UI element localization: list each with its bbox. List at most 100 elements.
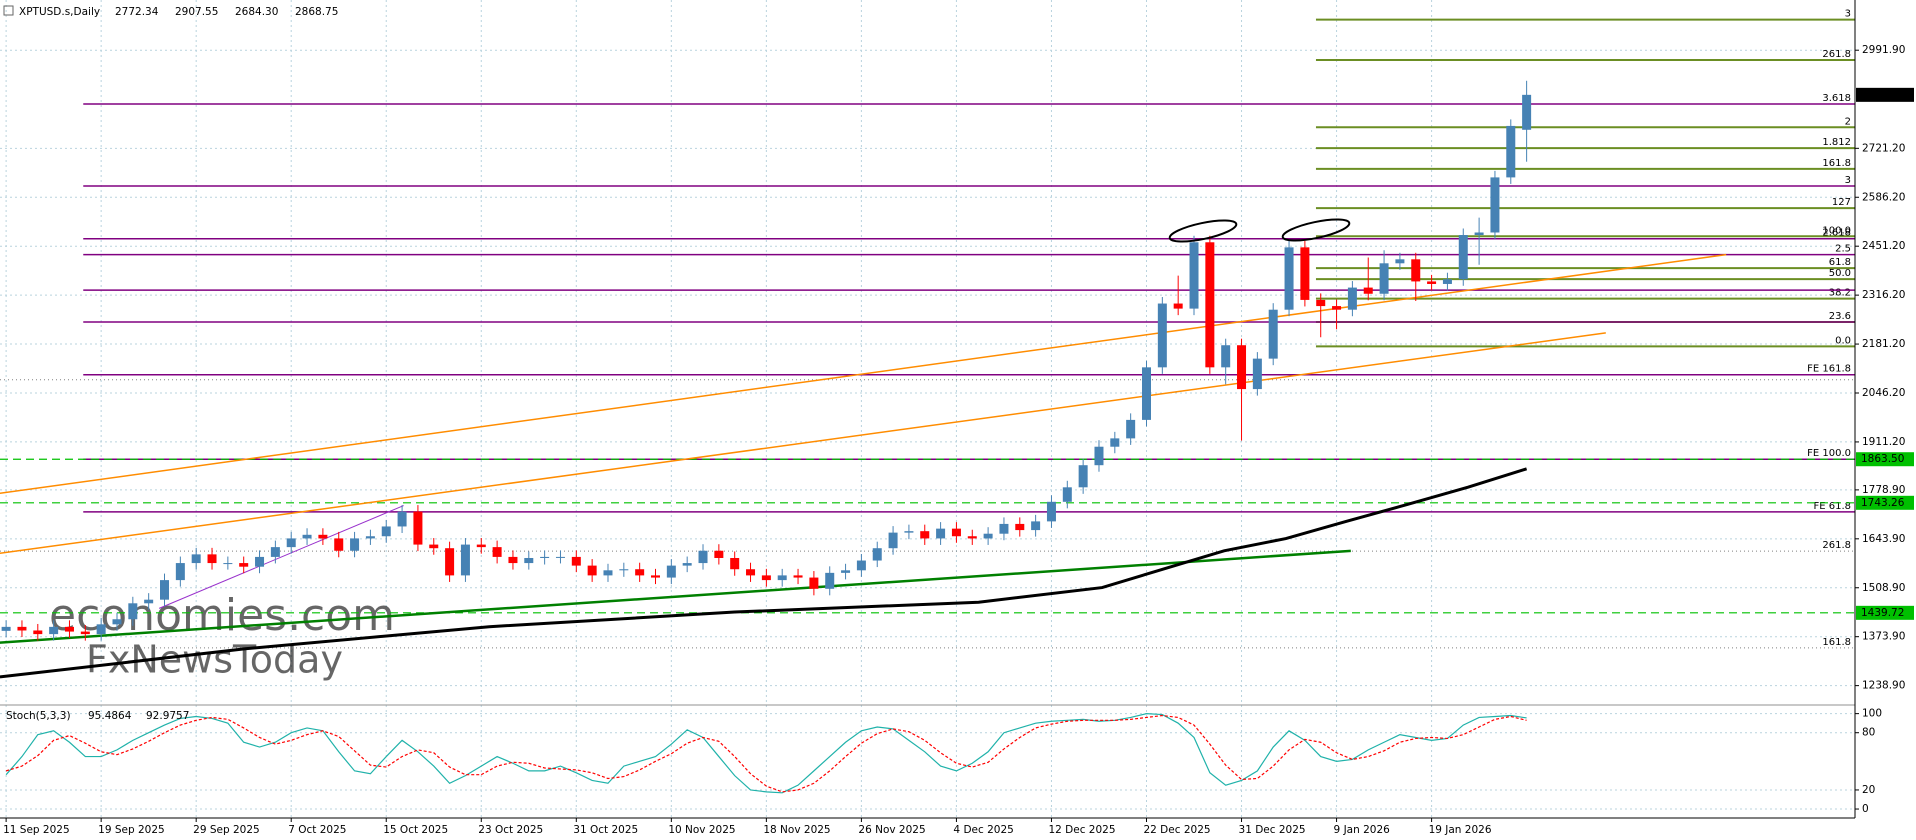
y-tick-label: 1778.90 <box>1862 484 1905 496</box>
x-tick-label: 9 Jan 2026 <box>1334 824 1391 836</box>
candle-body <box>999 523 1009 534</box>
y-tick-label: 2046.20 <box>1862 387 1905 399</box>
candle-body <box>746 569 756 576</box>
level-label: FE 161.8 <box>1807 364 1851 375</box>
candle-body <box>761 575 771 581</box>
level-label: 261.8 <box>1822 49 1851 60</box>
candle-body <box>1363 287 1373 294</box>
candle-body <box>413 511 423 545</box>
last-open: 2772.34 <box>115 6 159 18</box>
candle-body <box>302 534 312 539</box>
candle-body <box>524 557 534 564</box>
price-tag-box <box>1856 452 1914 467</box>
candle-body <box>508 556 518 564</box>
candle-body <box>904 531 914 533</box>
trendline <box>0 253 1727 495</box>
candle-body <box>1126 419 1136 439</box>
candle-body <box>666 565 676 578</box>
candle-body <box>793 575 803 578</box>
candle-body <box>445 548 455 576</box>
candle-body <box>476 544 486 548</box>
candle-body <box>112 619 122 625</box>
price-tag-box <box>1856 495 1914 510</box>
candle-body <box>603 570 613 576</box>
price-tag-box <box>1856 605 1914 620</box>
y-tick-label: 1238.90 <box>1862 680 1905 692</box>
candle-body <box>286 538 296 548</box>
y-tick-label: 2181.20 <box>1862 338 1905 350</box>
candle-body <box>1506 125 1516 178</box>
y-tick-label: 2721.20 <box>1862 142 1905 154</box>
candle-body <box>492 547 502 557</box>
x-tick-label: 11 Sep 2025 <box>3 824 70 836</box>
candle-body <box>365 536 375 539</box>
y-tick-label: 2991.90 <box>1862 44 1905 56</box>
price-tag-label: 1743.26 <box>1861 497 1905 509</box>
candle-body <box>96 624 106 635</box>
candle-body <box>888 532 898 549</box>
candle-body <box>1332 306 1342 310</box>
candle-body <box>920 531 930 539</box>
level-label: 1.812 <box>1822 137 1851 148</box>
x-tick-label: 10 Nov 2025 <box>668 824 735 836</box>
candle-body <box>397 511 407 527</box>
candle-body <box>223 563 233 565</box>
candle-body <box>856 560 866 571</box>
candle-body <box>872 548 882 561</box>
x-tick-label: 19 Sep 2025 <box>98 824 165 836</box>
level-label: 3 <box>1845 9 1851 20</box>
stoch-tick-label: 80 <box>1862 727 1875 739</box>
candle-body <box>1411 259 1421 282</box>
candle-body <box>1046 501 1056 522</box>
candle-body <box>571 556 581 566</box>
candle-body <box>17 626 27 631</box>
candle-body <box>1015 523 1025 531</box>
x-tick-label: 4 Dec 2025 <box>953 824 1013 836</box>
candle-body <box>635 569 645 576</box>
y-tick-label: 1508.90 <box>1862 582 1905 594</box>
candle-body <box>318 534 328 539</box>
trendline <box>0 549 1351 644</box>
level-label: 261.8 <box>1822 540 1851 551</box>
candle-body <box>825 572 835 589</box>
candle-body <box>1522 94 1532 130</box>
trendline <box>158 505 404 609</box>
candle-body <box>381 526 391 537</box>
x-tick-label: 7 Oct 2025 <box>288 824 346 836</box>
level-label: FE 61.8 <box>1813 501 1851 512</box>
candle-body <box>175 563 185 581</box>
stoch-tick-label: 20 <box>1862 784 1875 796</box>
stoch-tick-label: 0 <box>1862 803 1869 815</box>
stoch-tick-label: 100 <box>1862 708 1882 720</box>
level-label: 127 <box>1832 197 1851 208</box>
x-tick-label: 19 Jan 2026 <box>1429 824 1492 836</box>
candle-body <box>951 528 961 537</box>
candle-body <box>207 554 217 564</box>
candle-body <box>1474 232 1484 236</box>
candle-body <box>191 554 201 564</box>
level-label: 61.8 <box>1829 257 1851 268</box>
candle-body <box>1268 309 1278 359</box>
stoch-d-value: 92.9757 <box>146 710 189 722</box>
candle-body <box>682 563 692 566</box>
y-tick-label: 2316.20 <box>1862 289 1905 301</box>
level-label: 38.2 <box>1829 288 1851 299</box>
candle-body <box>1316 299 1326 307</box>
candle-body <box>128 603 138 620</box>
candle-body <box>1110 438 1120 447</box>
candle-body <box>1442 279 1452 284</box>
level-label: 50.0 <box>1829 268 1851 279</box>
candle-body <box>698 550 708 564</box>
candle-body <box>1395 259 1405 264</box>
x-tick-label: 26 Nov 2025 <box>858 824 925 836</box>
last-close: 2868.75 <box>295 6 338 18</box>
watermark: economies.com <box>49 590 395 641</box>
candle-body <box>936 528 946 539</box>
stoch-line <box>5 713 1527 794</box>
candle-body <box>983 533 993 539</box>
candle-body <box>160 580 170 600</box>
candle-body <box>809 577 819 589</box>
candle-body <box>64 626 74 632</box>
candle-body <box>841 570 851 573</box>
